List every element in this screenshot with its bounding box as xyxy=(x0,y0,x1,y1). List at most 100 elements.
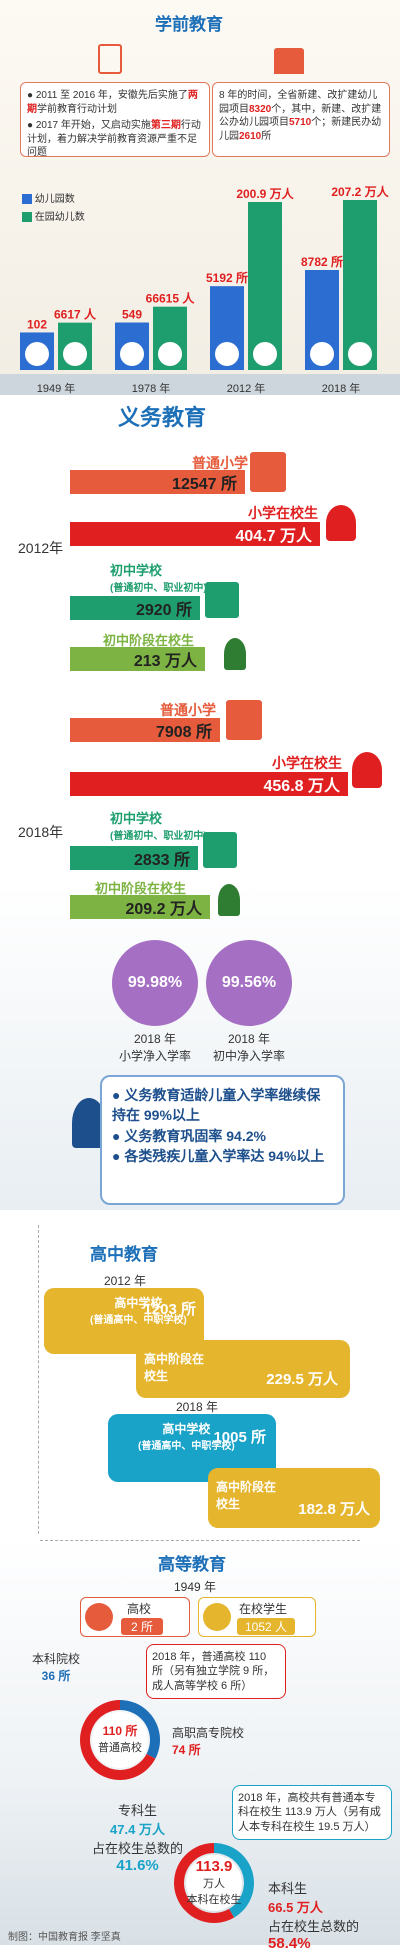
vocational-college-label: 高职高专院校 xyxy=(172,1726,245,1740)
vocational-college-value: 74 所 xyxy=(172,1743,201,1757)
high-school-year-2018: 2018 年 xyxy=(176,1400,219,1414)
high-school-students-label: 高中阶段在校生 xyxy=(144,1352,205,1383)
high-school-label: 高中学校 xyxy=(114,1296,163,1310)
total-college-value: 110 所 xyxy=(102,1724,138,1738)
bullet-2: ● 义务教育巩固率 94.2% xyxy=(112,1127,266,1144)
total-college-group: 110 所 普通高校 xyxy=(92,1722,148,1755)
undergrad-students-label: 本科生 xyxy=(268,1881,308,1896)
primary-enrollment-rate-label: 2018 年小学净入学率 xyxy=(118,1032,191,1063)
primary-enrollment-rate-circle: 99.98% xyxy=(112,940,198,1026)
undergrad-college-group: 本科院校 36 所 xyxy=(32,1650,80,1684)
label-children-3: 207.2 万人 xyxy=(331,184,389,199)
label-kindergarten-3: 8782 所 xyxy=(301,254,343,269)
student-desk-icon xyxy=(218,884,240,916)
undergrad-college-label: 本科院校 xyxy=(32,1652,81,1666)
label-middle-school-2012: 初中学校 (普通初中、职业初中) xyxy=(110,560,207,594)
students-1949-label: 在校学生 xyxy=(239,1602,288,1616)
preschool-plan-box: ● 2011 至 2016 年，安徽先后实施了两期学前教育行动计划 ● 2017… xyxy=(20,82,210,158)
middle-school-note: (普通初中、职业初中) xyxy=(110,831,207,842)
college-donut-center xyxy=(92,1712,148,1768)
junior-share-label: 占在校生总数的 xyxy=(92,1841,184,1856)
students-1949-box: 在校学生 1052 人 xyxy=(198,1597,316,1637)
year-2018-label: 2018年 xyxy=(18,824,64,840)
value-middle-school-2012: 2920 所 xyxy=(135,602,192,619)
building-icon xyxy=(274,48,304,74)
junior-students-group: 专科生 47.4 万人 占在校生总数的 41.6% xyxy=(92,1800,183,1874)
year-label-3: 2018 年 xyxy=(322,381,361,395)
higher-divider xyxy=(40,1540,360,1541)
compulsory-bullets-box: ● 义务教育适龄儿童入学率继续保持在 99%以上 ● 义务教育巩固率 94.2%… xyxy=(100,1075,345,1205)
bullet-1: ● 义务教育适龄儿童入学率继续保持在 99%以上 xyxy=(112,1087,321,1124)
bar-primary-students-2018: 456.8 万人 xyxy=(70,772,348,796)
value-primary-school-2012: 12547 所 xyxy=(172,476,237,493)
junior-students-label: 专科生 xyxy=(118,1803,158,1818)
undergrad-college-value: 36 所 xyxy=(41,1669,71,1683)
college-donut-chart xyxy=(80,1700,160,1780)
college-icon xyxy=(85,1603,113,1631)
value-high-school-2012: 1203 所 xyxy=(143,1301,196,1318)
child-icon xyxy=(158,342,182,366)
students-icon xyxy=(326,505,356,541)
preschool-bar-chart: 102 6617 人 1949 年 549 66615 人 1978 年 5192 所 200… xyxy=(0,184,400,395)
student-desk-icon xyxy=(224,638,246,670)
plan-note-1: ● 2011 至 2016 年，安徽先后实施了两期学前教育行动计划 xyxy=(27,90,198,115)
student-donut-chart xyxy=(174,1843,254,1923)
child-icon xyxy=(348,342,372,366)
label-kindergarten-1: 549 xyxy=(122,307,142,321)
bar-middle-students-2012: 213 万人 xyxy=(70,647,205,671)
label-middle-school-2018: 初中学校 (普通初中、职业初中) xyxy=(110,808,207,842)
label-children-0: 6617 人 xyxy=(54,307,97,322)
vocational-college-group: 高职高专院校 74 所 xyxy=(172,1724,244,1758)
bar-middle-students-2018: 209.2 万人 xyxy=(70,895,210,919)
high-school-title: 高中教育 xyxy=(90,1245,158,1264)
total-college-label: 普通高校 xyxy=(98,1742,142,1754)
bar-children-2 xyxy=(248,201,282,370)
colleges-callout: 2018 年，普通高校 110 所（另有独立学院 9 所，成人高等学校 6 所） xyxy=(146,1644,286,1699)
label-children-2: 200.9 万人 xyxy=(236,186,294,201)
high-school-label: 高中学校 xyxy=(162,1422,211,1436)
student-donut-slice-0 xyxy=(214,1843,254,1918)
junior-share-value: 41.6% xyxy=(116,1857,159,1874)
primary-enrollment-rate: 99.98% xyxy=(127,974,183,991)
legend-kindergarten: 幼儿园数 xyxy=(22,190,75,205)
value-middle-students-2018: 209.2 万人 xyxy=(125,901,203,918)
high-school-note: (普通高中、中职学校) xyxy=(90,1315,187,1326)
school-icon xyxy=(226,700,262,740)
label-primary-students-2018: 小学在校生 xyxy=(272,755,342,771)
higher-title: 高等教育 xyxy=(158,1555,226,1574)
high-school-students-2018: 高中阶段在校生 182.8 万人 xyxy=(208,1468,380,1528)
middle-enrollment-rate-circle: 99.56% xyxy=(206,940,292,1026)
value-middle-students-2012: 213 万人 xyxy=(133,653,197,670)
college-1949-label: 高校 xyxy=(127,1602,152,1616)
school-icon xyxy=(250,452,286,492)
hills-ground xyxy=(0,374,400,395)
label-kindergarten-2: 5192 所 xyxy=(206,270,248,285)
higher-year-1949: 1949 年 xyxy=(174,1580,217,1594)
undergrad-share-value: 58.4% xyxy=(268,1935,311,1952)
total-students-group: 113.9 万人 本科在校生 xyxy=(184,1858,244,1907)
school-building-icon xyxy=(205,582,239,618)
middle-enrollment-rate-label: 2018 年初中净入学率 xyxy=(212,1032,285,1063)
credit-text: 制图：中国教育报 李坚真 xyxy=(8,1932,121,1943)
student-donut-center xyxy=(186,1855,242,1911)
school-building-icon xyxy=(203,832,237,868)
preschool-title: 学前教育 xyxy=(155,15,223,34)
middle-school-label: 初中学校 xyxy=(110,563,163,578)
label-middle-students-2018: 初中阶段在校生 xyxy=(95,881,187,896)
legend-children: 在园幼儿数 xyxy=(22,208,85,223)
value-high-school-students-2018: 182.8 万人 xyxy=(298,1501,370,1518)
college-donut-slice-0 xyxy=(120,1700,160,1759)
year-label-1: 1978 年 xyxy=(132,381,171,395)
total-students-label: 本科在校生 xyxy=(186,1894,242,1906)
label-primary-students-2012: 小学在校生 xyxy=(248,505,318,521)
students-callout: 2018 年，高校共有普通本专科在校生 113.9 万人（另有成人本专科在校生 … xyxy=(232,1785,392,1840)
undergrad-students-group: 本科生 66.5 万人 占在校生总数的 58.4% xyxy=(268,1878,359,1952)
college-1949-box: 高校 2 所 xyxy=(80,1597,190,1637)
child-icon xyxy=(63,342,87,366)
label-children-1: 66615 人 xyxy=(146,291,196,306)
high-school-year-2012: 2012 年 xyxy=(104,1274,147,1288)
students-icon xyxy=(352,752,382,788)
value-high-school-2018: 1005 所 xyxy=(213,1429,266,1446)
high-school-note: (普通高中、中职学校) xyxy=(138,1441,235,1452)
bar-children-3 xyxy=(343,200,377,370)
